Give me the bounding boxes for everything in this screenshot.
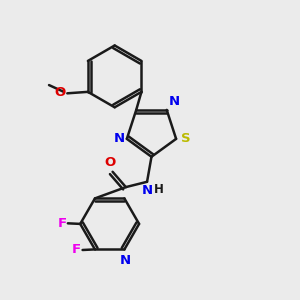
Text: F: F (72, 244, 81, 256)
Text: O: O (105, 156, 116, 170)
Text: N: N (169, 94, 180, 107)
Text: H: H (154, 183, 164, 196)
Text: N: N (113, 132, 124, 145)
Text: F: F (57, 217, 66, 230)
Text: N: N (119, 254, 130, 267)
Text: S: S (181, 132, 190, 146)
Text: N: N (142, 184, 153, 197)
Text: O: O (55, 86, 66, 99)
